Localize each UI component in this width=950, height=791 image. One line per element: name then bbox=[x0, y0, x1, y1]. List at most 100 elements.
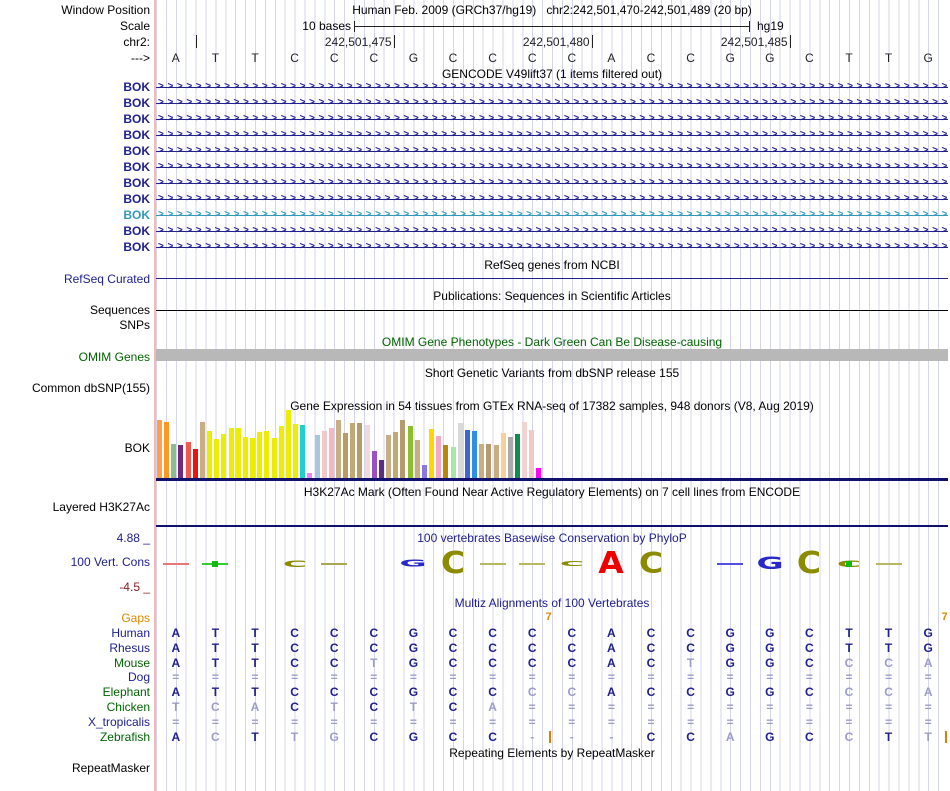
gtex-track-title[interactable]: Gene Expression in 54 tissues from GTEx … bbox=[290, 399, 814, 413]
common-dbsnp-label[interactable]: Common dbSNP(155) bbox=[31, 381, 150, 395]
species-label-dog[interactable]: Dog bbox=[127, 670, 150, 685]
gencode-transcript-row[interactable]: >>>>>>>>>>>>>>>>>>>>>>>>>>>>>>>>>>>>>>>>… bbox=[156, 224, 948, 240]
gtex-tissue-bar[interactable] bbox=[364, 425, 370, 478]
gtex-tissue-bar[interactable] bbox=[221, 434, 227, 478]
gtex-tissue-bar[interactable] bbox=[464, 430, 470, 478]
gtex-tissue-bar[interactable] bbox=[450, 447, 456, 478]
gtex-tissue-bar[interactable] bbox=[507, 437, 513, 478]
gencode-gene-label[interactable]: BOK bbox=[123, 224, 150, 238]
gencode-transcript-row[interactable]: >>>>>>>>>>>>>>>>>>>>>>>>>>>>>>>>>>>>>>>>… bbox=[156, 240, 948, 256]
species-label-rhesus[interactable]: Rhesus bbox=[109, 640, 150, 655]
gencode-transcript-row[interactable]: >>>>>>>>>>>>>>>>>>>>>>>>>>>>>>>>>>>>>>>>… bbox=[156, 176, 948, 192]
omim-genes-label[interactable]: OMIM Genes bbox=[78, 350, 150, 364]
gencode-transcript-row[interactable]: >>>>>>>>>>>>>>>>>>>>>>>>>>>>>>>>>>>>>>>>… bbox=[156, 192, 948, 208]
multiz-track-title[interactable]: Multiz Alignments of 100 Vertebrates bbox=[454, 596, 650, 610]
gtex-tissue-bar[interactable] bbox=[257, 432, 263, 478]
gencode-track-title[interactable]: GENCODE V49lift37 (1 items filtered out) bbox=[441, 67, 663, 81]
gencode-transcript-row[interactable]: >>>>>>>>>>>>>>>>>>>>>>>>>>>>>>>>>>>>>>>>… bbox=[156, 160, 948, 176]
gtex-tissue-bar[interactable] bbox=[235, 428, 241, 478]
gtex-tissue-bar[interactable] bbox=[421, 465, 427, 478]
gencode-gene-label[interactable]: BOK bbox=[123, 176, 150, 190]
gtex-tissue-bar[interactable] bbox=[178, 445, 184, 478]
gencode-transcript-row[interactable]: >>>>>>>>>>>>>>>>>>>>>>>>>>>>>>>>>>>>>>>>… bbox=[156, 128, 948, 144]
gtex-tissue-bar[interactable] bbox=[522, 422, 528, 478]
gtex-tissue-bar[interactable] bbox=[479, 444, 485, 478]
gencode-gene-label[interactable]: BOK bbox=[123, 160, 150, 174]
gtex-tissue-bar[interactable] bbox=[192, 449, 198, 478]
gtex-tissue-bar[interactable] bbox=[486, 444, 492, 478]
gencode-gene-label[interactable]: BOK bbox=[123, 128, 150, 142]
gtex-tissue-bar[interactable] bbox=[436, 436, 442, 478]
repeatmasker-track-title[interactable]: Repeating Elements by RepeatMasker bbox=[449, 746, 655, 760]
layered-h3k27ac-label[interactable]: Layered H3K27Ac bbox=[52, 500, 150, 514]
gencode-transcript-row[interactable]: >>>>>>>>>>>>>>>>>>>>>>>>>>>>>>>>>>>>>>>>… bbox=[156, 112, 948, 128]
gtex-tissue-bar[interactable] bbox=[529, 430, 535, 478]
gtex-tissue-bar[interactable] bbox=[500, 433, 506, 478]
species-label-human[interactable]: Human bbox=[111, 626, 150, 640]
gtex-tissue-bar[interactable] bbox=[157, 420, 162, 478]
gtex-tissue-bar[interactable] bbox=[400, 420, 406, 478]
gencode-gene-label[interactable]: BOK bbox=[123, 96, 150, 110]
gtex-tissue-bar[interactable] bbox=[429, 429, 435, 478]
gencode-gene-label[interactable]: BOK bbox=[123, 144, 150, 158]
gencode-gene-label[interactable]: BOK bbox=[123, 112, 150, 126]
species-label-elephant[interactable]: Elephant bbox=[102, 685, 150, 700]
snps-label[interactable]: SNPs bbox=[119, 318, 150, 332]
gencode-gene-label[interactable]: BOK bbox=[123, 240, 150, 254]
gtex-tissue-bar[interactable] bbox=[278, 426, 284, 478]
omim-track-title[interactable]: OMIM Gene Phenotypes - Dark Green Can Be… bbox=[381, 335, 723, 349]
gtex-tissue-bar[interactable] bbox=[250, 438, 256, 478]
gtex-tissue-bar[interactable] bbox=[300, 425, 306, 478]
gtex-tissue-bar[interactable] bbox=[336, 420, 341, 478]
conservation-track-title[interactable]: 100 vertebrates Basewise Conservation by… bbox=[417, 531, 687, 545]
gtex-tissue-bar[interactable] bbox=[536, 468, 542, 478]
gtex-tissue-bar[interactable] bbox=[443, 445, 449, 478]
gencode-transcript-row[interactable]: >>>>>>>>>>>>>>>>>>>>>>>>>>>>>>>>>>>>>>>>… bbox=[156, 144, 948, 160]
gtex-tissue-bar[interactable] bbox=[164, 422, 170, 478]
gtex-tissue-bar[interactable] bbox=[472, 431, 478, 478]
gtex-tissue-bar[interactable] bbox=[242, 437, 248, 478]
gtex-tissue-bar[interactable] bbox=[386, 435, 392, 478]
gtex-gene-label[interactable]: BOK bbox=[124, 441, 150, 455]
gencode-gene-label[interactable]: BOK bbox=[123, 80, 150, 94]
gtex-tissue-bar[interactable] bbox=[293, 424, 299, 478]
vert-cons-label[interactable]: 100 Vert. Cons bbox=[70, 555, 150, 569]
gtex-tissue-bar[interactable] bbox=[314, 435, 320, 478]
gtex-tissue-bar[interactable] bbox=[264, 431, 270, 478]
species-label-x_tropicalis[interactable]: X_tropicalis bbox=[87, 714, 150, 729]
omim-gene-bar[interactable] bbox=[156, 349, 948, 361]
gencode-transcript-row[interactable]: >>>>>>>>>>>>>>>>>>>>>>>>>>>>>>>>>>>>>>>>… bbox=[156, 208, 948, 224]
gtex-tissue-bar[interactable] bbox=[407, 426, 413, 478]
gtex-tissue-bar[interactable] bbox=[185, 442, 191, 478]
gtex-tissue-bar[interactable] bbox=[307, 473, 313, 478]
gencode-transcript-row[interactable]: >>>>>>>>>>>>>>>>>>>>>>>>>>>>>>>>>>>>>>>>… bbox=[156, 80, 948, 96]
gtex-tissue-bar[interactable] bbox=[457, 423, 463, 478]
sequences-label[interactable]: Sequences bbox=[89, 303, 150, 317]
species-label-zebrafish[interactable]: Zebrafish bbox=[99, 729, 150, 744]
gtex-tissue-bar[interactable] bbox=[515, 434, 520, 478]
gtex-tissue-bar[interactable] bbox=[393, 432, 399, 478]
gtex-tissue-bar[interactable] bbox=[199, 422, 205, 478]
gtex-tissue-bar[interactable] bbox=[493, 445, 499, 478]
gtex-tissue-bar[interactable] bbox=[350, 423, 356, 478]
refseq-gene-line[interactable] bbox=[156, 278, 948, 279]
gtex-tissue-bar[interactable] bbox=[171, 444, 177, 478]
gtex-tissue-bar[interactable] bbox=[357, 423, 363, 478]
gtex-tissue-bar[interactable] bbox=[214, 439, 220, 478]
gtex-tissue-bar[interactable] bbox=[343, 433, 349, 478]
gencode-gene-label[interactable]: BOK bbox=[123, 192, 150, 206]
gtex-tissue-bar[interactable] bbox=[228, 428, 234, 478]
refseq-track-title[interactable]: RefSeq genes from NCBI bbox=[484, 258, 620, 272]
gencode-transcript-row[interactable]: >>>>>>>>>>>>>>>>>>>>>>>>>>>>>>>>>>>>>>>>… bbox=[156, 96, 948, 112]
gtex-tissue-bar[interactable] bbox=[378, 460, 384, 478]
dbsnp-track-title[interactable]: Short Genetic Variants from dbSNP releas… bbox=[424, 366, 680, 380]
gtex-tissue-bar[interactable] bbox=[371, 451, 377, 478]
gtex-tissue-bar[interactable] bbox=[285, 410, 291, 478]
publications-line[interactable] bbox=[156, 310, 948, 311]
gtex-tissue-bar[interactable] bbox=[328, 428, 334, 478]
gencode-gene-label[interactable]: BOK bbox=[123, 208, 150, 222]
h3k27ac-track-title[interactable]: H3K27Ac Mark (Often Found Near Active Re… bbox=[303, 485, 801, 499]
gtex-tissue-bar[interactable] bbox=[321, 431, 327, 478]
publications-track-title[interactable]: Publications: Sequences in Scientific Ar… bbox=[433, 289, 671, 303]
